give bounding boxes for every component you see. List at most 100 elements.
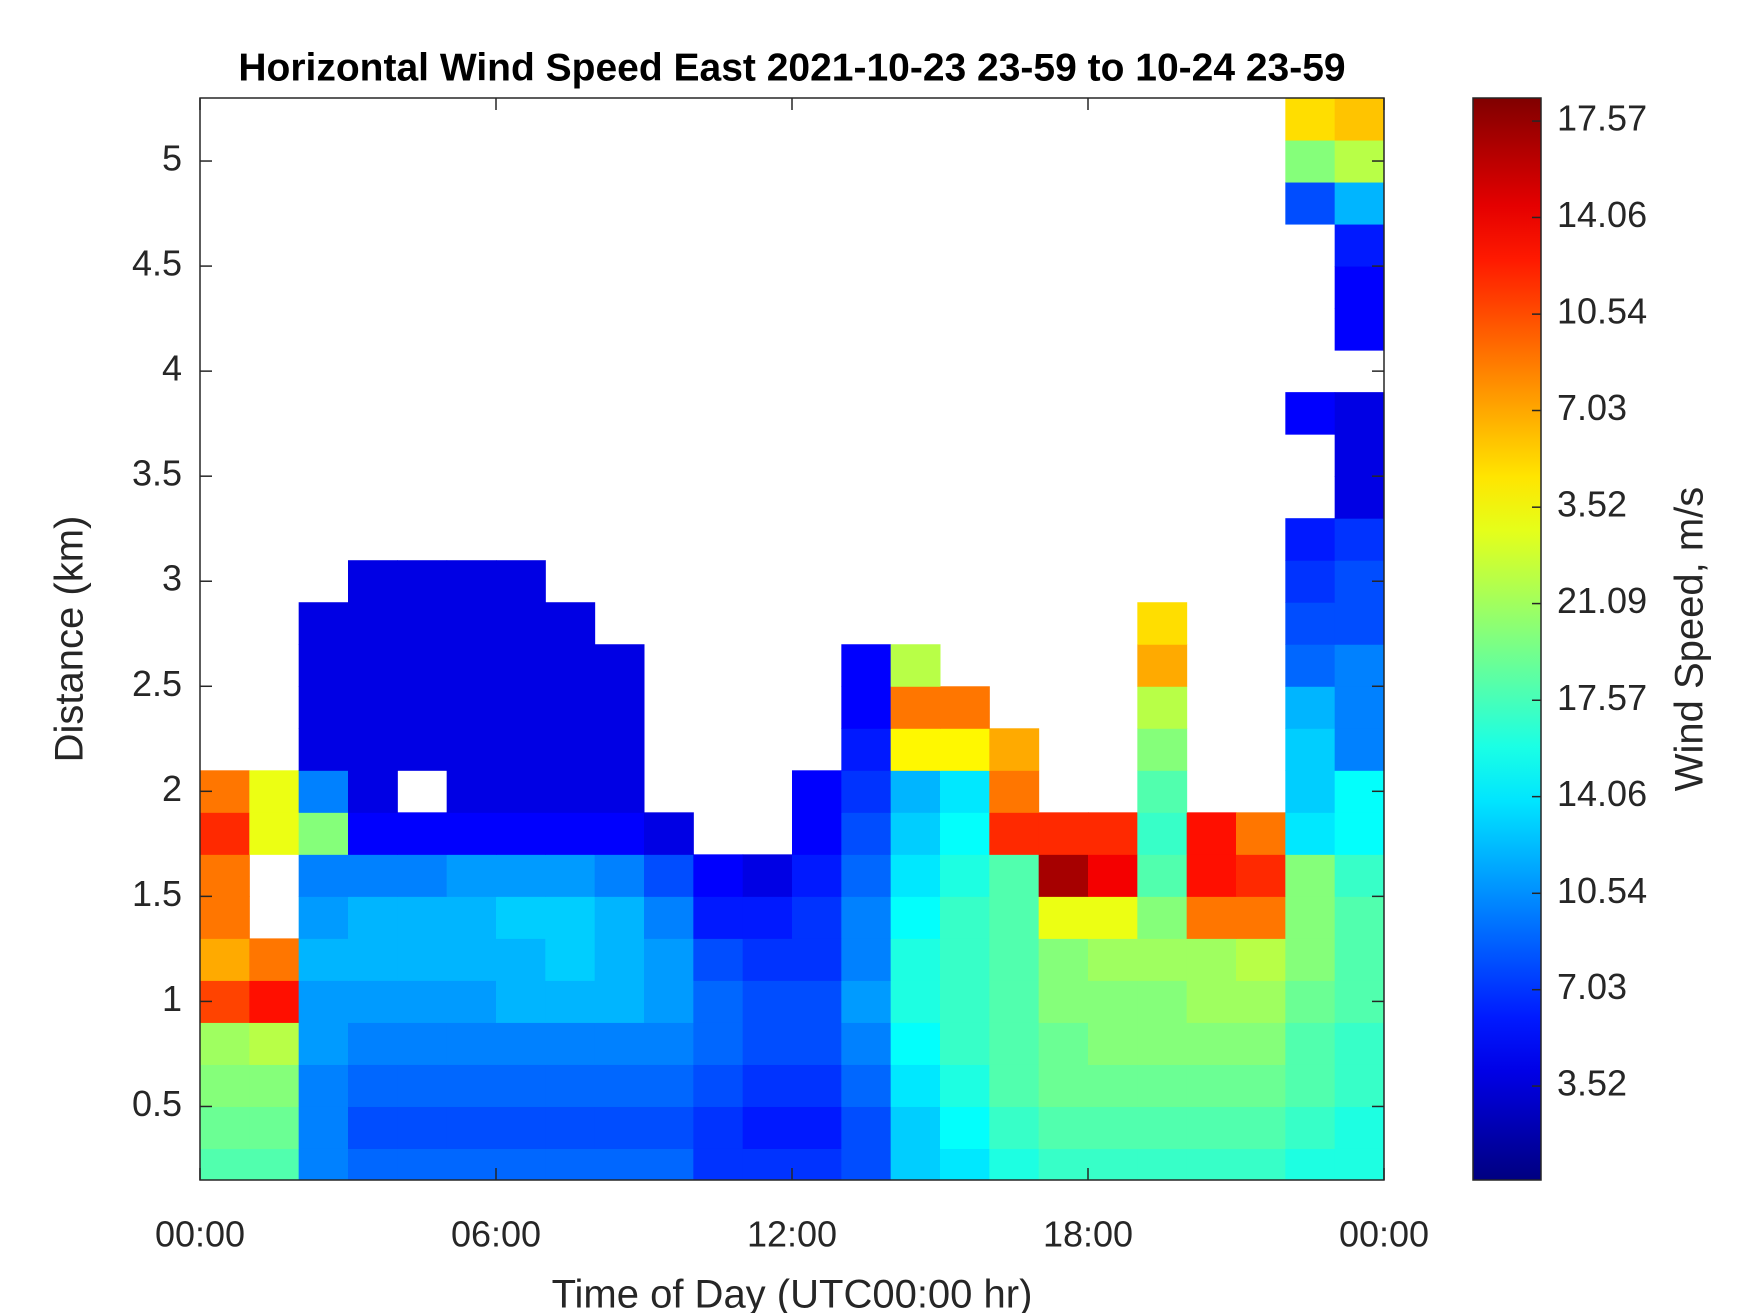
heatmap-cell [841,938,892,981]
heatmap-cell [1038,812,1089,855]
heatmap-cell [1334,1064,1384,1107]
heatmap-cell [1334,392,1384,435]
heatmap-cell [348,896,398,939]
heatmap-cell [249,1022,300,1065]
heatmap-cell [1334,1106,1384,1149]
heatmap-cell [249,1064,300,1107]
y-tick-label: 1.5 [132,873,182,914]
heatmap-cell [1236,938,1286,981]
heatmap-cell [397,1064,448,1107]
heatmap-cell [446,896,497,939]
heatmap-cell [1038,1022,1089,1065]
heatmap-cell [200,896,250,939]
heatmap-cell [644,1064,694,1107]
heatmap-cell [594,896,645,939]
colorbar-tick-label: 3.52 [1557,1063,1627,1104]
heatmap-cell [1186,812,1237,855]
heatmap-cell [298,1022,349,1065]
heatmap-cell [397,1022,448,1065]
heatmap-cell [545,1064,596,1107]
heatmap-cell [1334,686,1384,729]
heatmap-cell [545,812,596,855]
y-tick-label: 1 [162,978,182,1019]
heatmap-cell [989,854,1040,897]
heatmap-cell [496,644,546,687]
heatmap-cell [890,1106,941,1149]
heatmap-cell [1137,686,1188,729]
heatmap-cell [890,1022,941,1065]
heatmap-cell [348,686,398,729]
heatmap-cell [792,1106,842,1149]
heatmap-cell [545,602,596,645]
colorbar [1472,97,1542,1181]
heatmap-cell [594,980,645,1023]
colorbar-tick-label: 17.57 [1557,677,1647,718]
heatmap-cell [1186,938,1237,981]
heatmap-cell [989,896,1040,939]
heatmap-cell [693,938,744,981]
heatmap-cell [200,938,250,981]
heatmap-cell [940,854,990,897]
heatmap-cell [1285,602,1336,645]
heatmap-cell [496,1064,546,1107]
heatmap-cell [1334,98,1384,141]
heatmap-cell [348,812,398,855]
colorbar-tick-label: 7.03 [1557,387,1627,428]
heatmap-cell [1236,812,1286,855]
heatmap-cell [594,938,645,981]
heatmap-cell [298,644,349,687]
heatmap-cell [1137,938,1188,981]
heatmap-cell [1285,1148,1336,1180]
y-tick-label: 3 [162,558,182,599]
heatmap-cell [742,980,793,1023]
heatmap-cell [693,1022,744,1065]
heatmap-cell [496,1022,546,1065]
heatmap-cell [496,1148,546,1180]
heatmap-cell [545,770,596,813]
heatmap-cell [594,770,645,813]
heatmap-cell [1334,224,1384,267]
heatmap-cell [1285,980,1336,1023]
heatmap-cell [249,938,300,981]
heatmap-cell [1236,980,1286,1023]
heatmap-cell [1236,1022,1286,1065]
heatmap-cell [446,1022,497,1065]
heatmap-cell [1236,896,1286,939]
colorbar-tick-label: 17.57 [1557,98,1647,139]
heatmap-cell [1285,1106,1336,1149]
heatmap-cell [594,1022,645,1065]
heatmap-cell [1137,1064,1188,1107]
heatmap-cell [841,1106,892,1149]
y-axis-label: Distance (km) [48,516,92,763]
heatmap-cell [792,854,842,897]
heatmap-cell [1334,644,1384,687]
heatmap-cell [792,812,842,855]
heatmap-cell [989,1148,1040,1180]
heatmap-cell [496,938,546,981]
heatmap-cell [1088,812,1138,855]
heatmap-cell [1137,980,1188,1023]
heatmap-cell [940,812,990,855]
heatmap-cell [1285,938,1336,981]
heatmap-cell [1236,854,1286,897]
heatmap-cell [693,1064,744,1107]
heatmap-cell [545,644,596,687]
heatmap-cell [1137,644,1188,687]
heatmap-cell [249,1148,300,1180]
heatmap-cell [1186,1064,1237,1107]
heatmap-cell [742,1148,793,1180]
heatmap-cell [890,812,941,855]
heatmap-cell [1285,812,1336,855]
heatmap-cell [989,1022,1040,1065]
heatmap-cell [940,686,990,729]
heatmap-cell [1038,1148,1089,1180]
heatmap-cell [742,854,793,897]
heatmap-cell [1285,1064,1336,1107]
heatmap-cell [890,938,941,981]
heatmap-cell [1038,1106,1089,1149]
heatmap-cell [397,854,448,897]
heatmap-cell [1334,1148,1384,1180]
heatmap-cell [200,1148,250,1180]
heatmap-cell [792,770,842,813]
heatmap-cell [348,1148,398,1180]
